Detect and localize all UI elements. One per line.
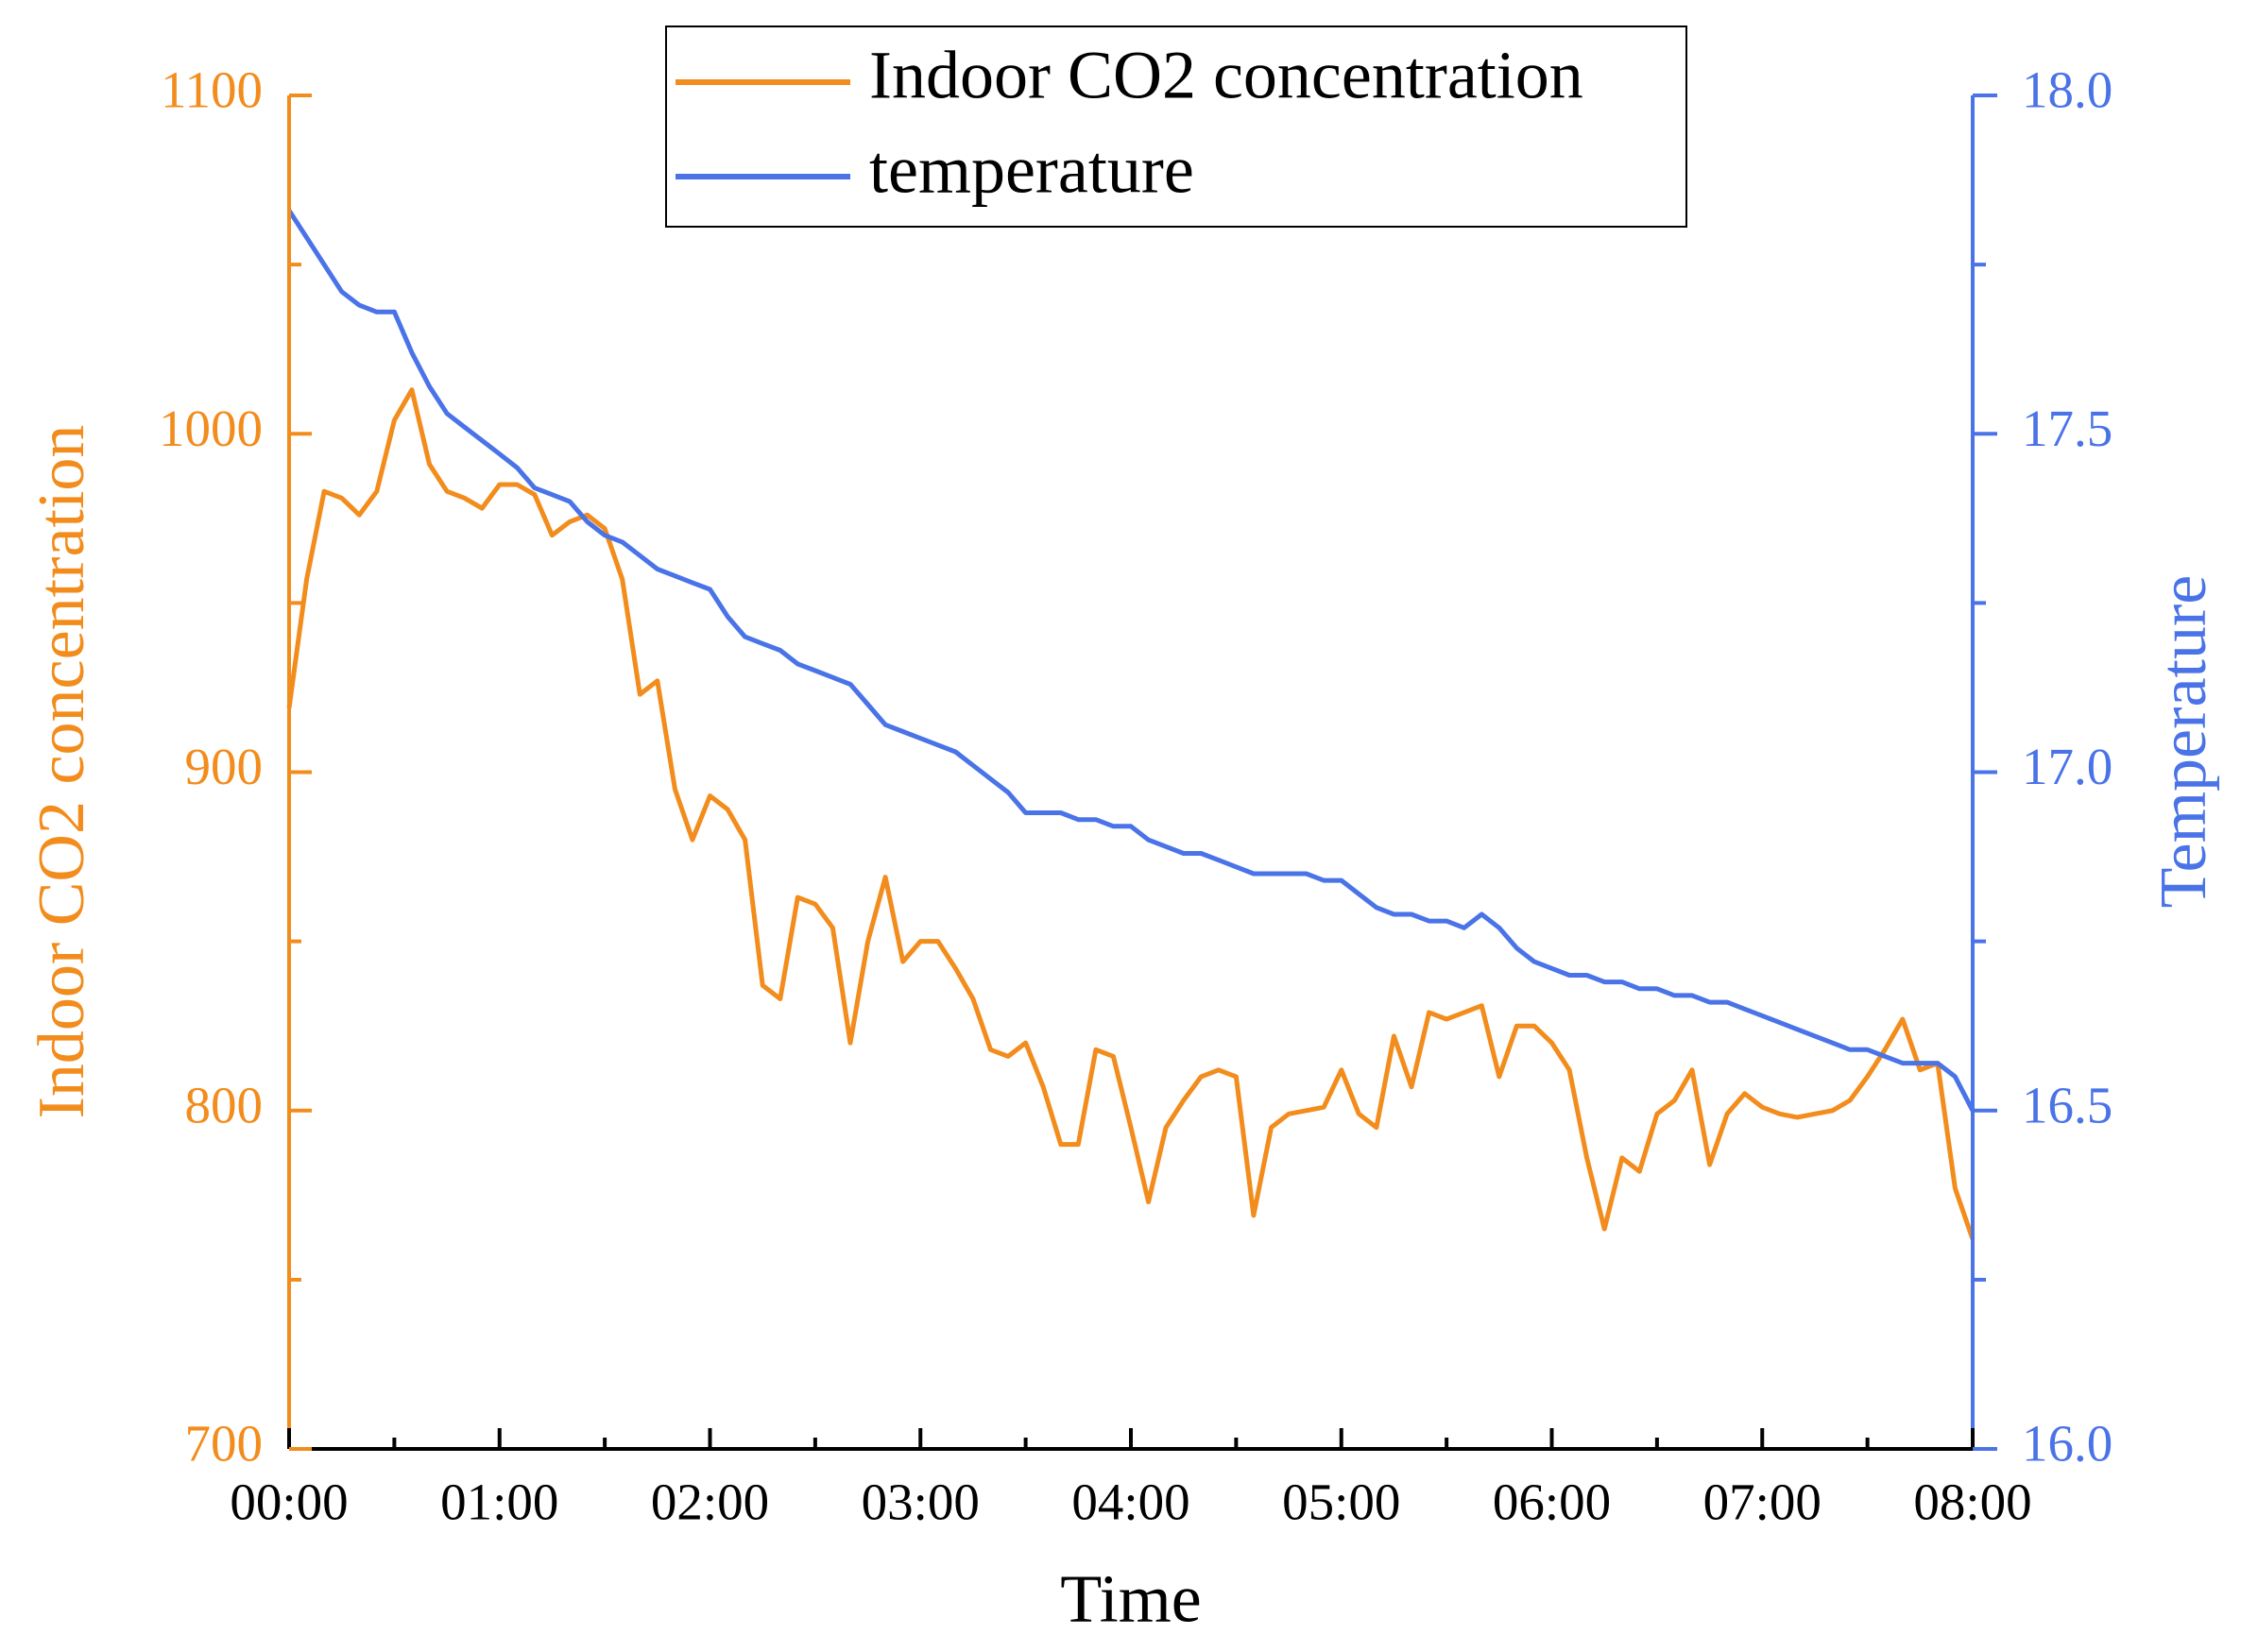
- y-tick-label: 1100: [161, 61, 263, 119]
- x-tick-label: 04:00: [1071, 1473, 1189, 1531]
- x-tick-label: 06:00: [1493, 1473, 1611, 1531]
- x-tick-label: 05:00: [1282, 1473, 1400, 1531]
- y-tick-label: 1000: [159, 400, 263, 457]
- legend-label: temperature: [869, 132, 1194, 208]
- y-tick-label: 900: [185, 738, 264, 795]
- x-tick-label: 02:00: [651, 1473, 769, 1531]
- x-axis-title: Time: [1060, 1561, 1201, 1637]
- y2-tick-label: 18.0: [2022, 61, 2113, 119]
- y-tick-label: 700: [185, 1415, 264, 1473]
- legend-label: Indoor CO2 concentration: [869, 38, 1583, 113]
- y2-tick-label: 17.5: [2022, 400, 2113, 457]
- data-line: [286, 387, 1976, 1240]
- y2-tick-label: 16.0: [2022, 1415, 2113, 1473]
- legend-box: [665, 26, 1687, 228]
- y2-axis-title: Temperature: [2147, 575, 2220, 909]
- y2-tick-label: 16.5: [2022, 1076, 2113, 1133]
- data-line: [286, 209, 1976, 1112]
- x-tick-label: 08:00: [1913, 1473, 2031, 1531]
- x-tick-label: 00:00: [230, 1473, 348, 1531]
- x-tick-label: 01:00: [440, 1473, 558, 1531]
- y-axis-title: Indoor CO2 concentration: [26, 425, 98, 1119]
- x-tick-label: 07:00: [1703, 1473, 1822, 1531]
- y2-tick-label: 17.0: [2022, 738, 2113, 795]
- y-tick-label: 800: [185, 1076, 264, 1133]
- x-tick-label: 03:00: [862, 1473, 980, 1531]
